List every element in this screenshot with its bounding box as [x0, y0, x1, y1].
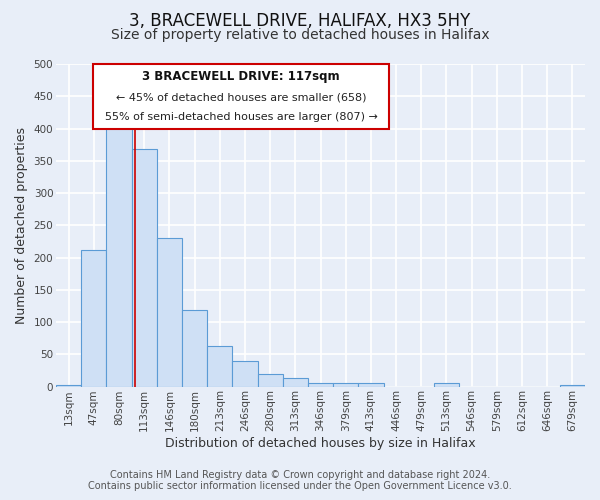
- X-axis label: Distribution of detached houses by size in Halifax: Distribution of detached houses by size …: [165, 437, 476, 450]
- Bar: [434, 382, 459, 386]
- Bar: [56, 384, 81, 386]
- Text: ← 45% of detached houses are smaller (658): ← 45% of detached houses are smaller (65…: [116, 92, 367, 102]
- Bar: [232, 362, 257, 386]
- Text: Contains HM Land Registry data © Crown copyright and database right 2024.: Contains HM Land Registry data © Crown c…: [110, 470, 490, 480]
- Bar: [560, 384, 585, 386]
- Bar: [308, 384, 333, 386]
- Bar: [358, 384, 383, 386]
- Bar: [257, 374, 283, 386]
- Bar: [131, 149, 157, 386]
- Text: Contains public sector information licensed under the Open Government Licence v3: Contains public sector information licen…: [88, 481, 512, 491]
- Bar: [182, 310, 207, 386]
- Bar: [81, 250, 106, 386]
- FancyBboxPatch shape: [93, 64, 389, 128]
- Text: Size of property relative to detached houses in Halifax: Size of property relative to detached ho…: [110, 28, 490, 42]
- Bar: [157, 238, 182, 386]
- Bar: [106, 126, 131, 386]
- Bar: [333, 384, 358, 386]
- Y-axis label: Number of detached properties: Number of detached properties: [15, 127, 28, 324]
- Text: 55% of semi-detached houses are larger (807) →: 55% of semi-detached houses are larger (…: [105, 112, 377, 122]
- Bar: [207, 346, 232, 387]
- Text: 3, BRACEWELL DRIVE, HALIFAX, HX3 5HY: 3, BRACEWELL DRIVE, HALIFAX, HX3 5HY: [130, 12, 470, 30]
- Bar: [283, 378, 308, 386]
- Text: 3 BRACEWELL DRIVE: 117sqm: 3 BRACEWELL DRIVE: 117sqm: [142, 70, 340, 84]
